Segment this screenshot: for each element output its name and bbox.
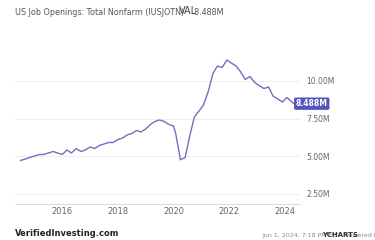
Text: VerifiedInvesting.com: VerifiedInvesting.com	[15, 228, 119, 238]
Text: US Job Openings: Total Nonfarm (IUSJOTN)    8.488M: US Job Openings: Total Nonfarm (IUSJOTN)…	[15, 8, 223, 18]
Text: YCHARTS: YCHARTS	[322, 232, 358, 238]
Text: 8.488M: 8.488M	[296, 99, 328, 108]
Text: Jun 1, 2024, 7:18 PM EDT  Powered by: Jun 1, 2024, 7:18 PM EDT Powered by	[262, 233, 375, 238]
Text: VAL: VAL	[178, 6, 196, 16]
